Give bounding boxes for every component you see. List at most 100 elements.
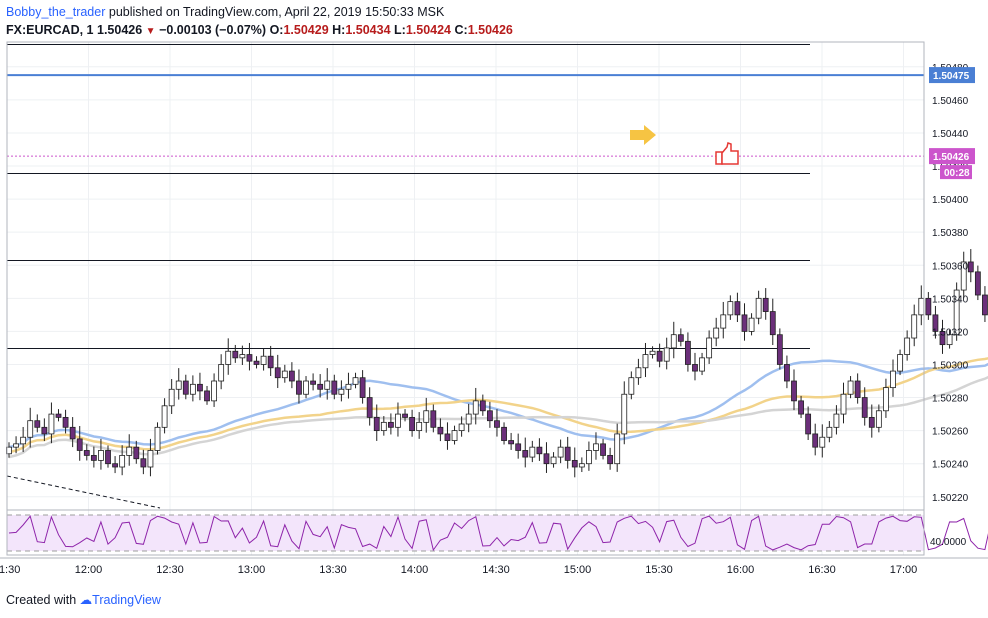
price-tag: [929, 148, 975, 165]
candle-body: [741, 314, 748, 332]
candle: [465, 403, 472, 433]
candle: [784, 355, 790, 389]
candle: [593, 432, 599, 460]
y-tick-label: 1.50240: [932, 460, 969, 471]
candle: [861, 387, 868, 426]
candle: [642, 342, 649, 378]
candle-body: [458, 423, 465, 432]
x-tick-label: 12:30: [156, 564, 184, 576]
candle-body: [967, 261, 974, 273]
candle: [819, 424, 826, 458]
candle-body: [847, 380, 854, 395]
candle-body: [161, 405, 168, 428]
candle-body: [267, 355, 274, 369]
candle: [932, 305, 939, 339]
y-tick-label: 1.50320: [932, 327, 969, 338]
candle-body: [479, 400, 486, 412]
tradingview-logo-icon[interactable]: ☁: [79, 593, 93, 607]
candle: [699, 352, 705, 376]
candle-body: [883, 387, 889, 412]
ma-fast-line: [8, 359, 988, 449]
candle-body: [918, 297, 925, 316]
candle: [685, 332, 691, 372]
author-link[interactable]: Bobby_the_trader: [6, 5, 106, 19]
candle: [508, 432, 515, 450]
candle-body: [352, 377, 359, 385]
candle-body: [154, 426, 161, 451]
created-with: Created with: [6, 593, 77, 607]
candle-body: [338, 388, 345, 395]
y-tick-label: 1.50280: [932, 394, 969, 405]
candle-body: [755, 297, 762, 319]
candle-body: [734, 301, 741, 316]
candle: [147, 438, 154, 477]
candle-body: [784, 364, 790, 382]
candle: [805, 406, 812, 441]
candle-body: [522, 450, 529, 458]
candle-body: [147, 450, 154, 468]
open-label: O:: [269, 23, 284, 37]
candle-body: [112, 463, 118, 468]
candle: [416, 412, 423, 439]
candle-body: [13, 443, 19, 448]
tradingview-brand[interactable]: TradingView: [92, 593, 161, 607]
candle: [182, 374, 189, 400]
symbol-name: FX:EURCAD, 1: [6, 23, 94, 37]
candle-body: [281, 370, 288, 379]
candle-body: [960, 261, 967, 291]
candle: [769, 298, 776, 346]
y-tick-label: 1.50300: [932, 360, 969, 371]
candle: [55, 409, 62, 422]
candle-body: [232, 350, 239, 359]
candle: [83, 444, 90, 461]
candle: [395, 402, 401, 437]
candle-body: [550, 456, 557, 465]
candle-body: [133, 446, 140, 460]
candle-body: [932, 314, 939, 332]
ma-slow-line: [8, 375, 988, 459]
candle: [670, 321, 677, 359]
candle: [140, 449, 147, 475]
candle: [904, 330, 911, 361]
candle: [578, 457, 585, 473]
candle-body: [288, 370, 295, 382]
candle-body: [225, 350, 232, 365]
candle: [324, 368, 331, 400]
candle-body: [593, 443, 599, 451]
candle: [734, 292, 741, 323]
candle: [69, 417, 76, 448]
candle-body: [239, 354, 246, 359]
candle-body: [557, 446, 564, 458]
candle-body: [41, 426, 48, 435]
candles: [6, 249, 988, 478]
candle: [98, 438, 104, 470]
candle: [281, 364, 288, 383]
y-tick-label: 1.50260: [932, 427, 969, 438]
last-price: 1.50426: [97, 23, 143, 37]
candle: [175, 368, 182, 400]
candle-body: [649, 350, 656, 355]
countdown-tag: [940, 165, 972, 180]
candle: [501, 422, 507, 445]
candle: [161, 398, 168, 434]
candle-body: [486, 410, 493, 422]
candle: [331, 374, 338, 400]
candle-body: [168, 388, 175, 407]
down-arrow-icon: ▼: [145, 26, 156, 37]
candle-body: [501, 426, 507, 441]
candle-body: [776, 334, 783, 365]
candle-body: [34, 420, 41, 428]
candle-body: [494, 420, 500, 428]
candle-body: [607, 455, 614, 465]
candle: [423, 397, 430, 433]
candle-body: [140, 458, 147, 468]
candle: [706, 330, 713, 364]
candle: [550, 452, 557, 468]
candle: [692, 352, 698, 381]
candle-body: [444, 433, 451, 441]
candle: [868, 404, 875, 438]
candle-body: [819, 436, 826, 448]
candle-body: [727, 301, 734, 316]
candle-body: [628, 377, 635, 395]
